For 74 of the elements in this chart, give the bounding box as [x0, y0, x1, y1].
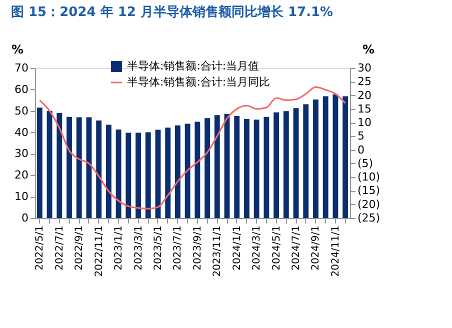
x-tick-label: 2023/1/1 — [114, 226, 125, 270]
bar — [145, 132, 151, 218]
x-tick-label: 2022/11/1 — [94, 226, 105, 277]
y2-tick-label: (25) — [358, 212, 380, 224]
bar — [254, 120, 260, 218]
x-tick-label: 2022/7/1 — [54, 226, 66, 270]
y2-tick-label: (5) — [358, 156, 374, 170]
bar — [36, 108, 42, 218]
bar — [56, 113, 62, 218]
bar — [342, 96, 348, 218]
y2-tick-label: 30 — [358, 62, 372, 74]
bar — [126, 132, 132, 218]
bar — [214, 115, 220, 218]
y2-tick-label: (15) — [358, 184, 380, 198]
y2-tick-label: (10) — [358, 170, 380, 184]
legend-label: 半导体:销售额:合计:当月值 — [127, 60, 260, 72]
bar — [322, 96, 328, 218]
bar — [136, 132, 141, 218]
y2-tick-label: 20 — [358, 88, 372, 102]
bar — [175, 125, 180, 218]
bar — [264, 116, 270, 218]
y2-axis-title: % — [362, 42, 375, 56]
bar — [274, 112, 280, 218]
bar — [332, 94, 338, 218]
y-tick-label: 30 — [14, 147, 28, 160]
x-tick-label: 2023/9/1 — [192, 226, 204, 270]
y2-tick-label: (20) — [358, 198, 380, 211]
y2-tick-label: 10 — [358, 116, 372, 130]
bar — [116, 130, 122, 218]
bar — [46, 110, 52, 218]
y-tick-label: 70 — [14, 62, 28, 74]
y-tick-label: 40 — [14, 126, 28, 139]
bar — [76, 117, 82, 218]
x-tick-label: 2023/11/1 — [212, 226, 224, 277]
y2-tick-label: 15 — [358, 102, 372, 116]
y-axis-title: % — [11, 42, 24, 56]
bar — [293, 108, 299, 218]
x-tick-label: 2022/5/1 — [34, 226, 46, 270]
x-tick-label: 2023/3/1 — [133, 226, 144, 270]
x-tick-label: 2023/7/1 — [172, 226, 184, 270]
x-tick-label: 2023/5/1 — [152, 226, 164, 270]
bar — [244, 119, 250, 218]
bar — [303, 104, 309, 218]
bar — [155, 130, 161, 218]
bar — [96, 120, 102, 218]
y-tick-label: 50 — [14, 104, 28, 118]
x-tick-label: 2024/3/1 — [252, 226, 263, 270]
bar — [106, 124, 112, 218]
y2-tick-label: 25 — [358, 75, 372, 88]
bar — [184, 124, 190, 218]
x-tick-label: 2022/9/1 — [74, 226, 86, 270]
bar — [66, 116, 72, 218]
bar — [165, 128, 171, 218]
bar — [86, 117, 92, 218]
x-tick-label: 2024/7/1 — [291, 226, 302, 270]
bar — [224, 114, 230, 218]
chart-title: 图 15：2024 年 12 月半导体销售额同比增长 17.1% — [10, 4, 334, 20]
x-tick-label: 2024/5/1 — [271, 226, 282, 270]
bar — [234, 116, 240, 218]
y-tick-label: 10 — [14, 190, 28, 204]
bar — [194, 122, 200, 218]
x-tick-label: 2024/9/1 — [310, 226, 322, 270]
y-tick-label: 60 — [14, 82, 28, 96]
legend-label: 半导体:销售额:合计:当月同比 — [127, 76, 270, 88]
y2-tick-label: 5 — [358, 130, 364, 143]
x-tick-label: 2024/1/1 — [232, 226, 243, 270]
y-tick-label: 20 — [14, 168, 28, 182]
y2-tick-label: 0 — [358, 143, 364, 156]
bar — [204, 118, 210, 218]
y-tick-label: 0 — [22, 212, 28, 224]
bar — [283, 111, 289, 218]
x-tick-label: 2024/11/1 — [330, 226, 342, 277]
line-series — [38, 86, 346, 210]
bar — [313, 100, 318, 218]
